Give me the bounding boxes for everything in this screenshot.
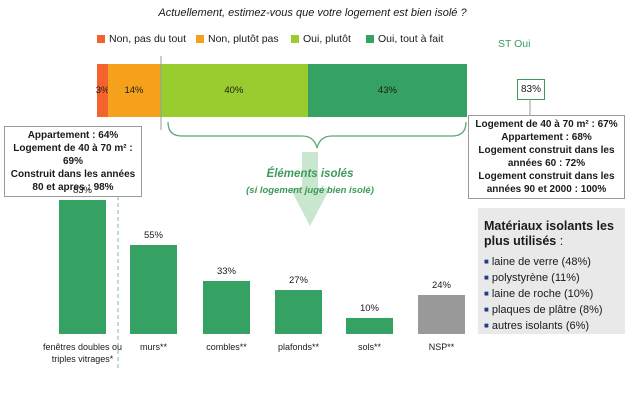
bar — [59, 200, 106, 334]
legend-swatch — [196, 35, 204, 43]
bar — [203, 280, 250, 334]
info-label: Logement de 40 à 70 m² : — [13, 143, 133, 154]
bullet-icon: ■ — [484, 321, 489, 330]
elements-subtitle: (si logement jugé bien isolé) — [246, 185, 374, 196]
materials-item-label: plaques de plâtre (8%) — [491, 304, 603, 316]
info-label: Logement construit dans les années 60 : — [478, 145, 615, 169]
st-oui-value: 83% — [517, 79, 545, 100]
category-label: sols** — [357, 342, 381, 352]
question-title: Actuellement, estimez-vous que votre log… — [158, 7, 467, 19]
bar-value-label: 83% — [72, 185, 92, 196]
bar — [130, 245, 177, 334]
legend-label: Oui, plutôt — [303, 33, 351, 45]
materials-item-label: polystyrène (11%) — [491, 272, 580, 284]
materials-item-label: autres isolants (6%) — [491, 320, 590, 332]
segment-label: 3% — [95, 85, 110, 96]
category-label: murs** — [139, 342, 167, 352]
materials-list-item: ■ polystyrène (11%) — [484, 270, 603, 286]
bullet-icon: ■ — [484, 289, 489, 298]
stacked-segment: 14% — [108, 64, 160, 117]
category-label: NSP** — [428, 342, 455, 352]
materials-title-suffix: : — [556, 234, 564, 248]
info-label: Appartement : — [27, 130, 99, 141]
stacked-segment: 40% — [159, 64, 308, 117]
materials-item-label: laine de roche (10%) — [491, 288, 594, 300]
materials-list-item: ■ autres isolants (6%) — [484, 318, 603, 334]
bar-value-label: 24% — [431, 280, 451, 292]
bracket-line — [167, 121, 467, 149]
info-value: 98% — [93, 182, 114, 193]
st-oui-title: ST Oui — [498, 38, 531, 50]
legend-label: Oui, tout à fait — [378, 33, 444, 45]
materials-item-label: laine de verre (48%) — [491, 256, 591, 268]
info-value: 67% — [597, 119, 618, 130]
bullet-icon: ■ — [484, 257, 489, 266]
info-value: 72% — [565, 158, 586, 169]
legend-swatch — [366, 35, 374, 43]
category-label: plafonds** — [277, 342, 320, 352]
elements-title: Éléments isolés — [266, 168, 354, 180]
legend-swatch — [97, 35, 105, 43]
segment-label: 43% — [377, 85, 397, 96]
left-info-box: Appartement : 64% Logement de 40 à 70 m²… — [4, 126, 142, 197]
info-label: Construit dans les années 80 et apres : — [10, 169, 136, 193]
materials-title-text: Matériaux isolants les plus utilisés — [484, 219, 614, 248]
segment-label: 14% — [124, 85, 144, 96]
stacked-segment: 43% — [307, 64, 467, 117]
info-label: Appartement : — [501, 132, 572, 143]
legend-item-non-plutot-pas: Non, plutôt pas — [196, 33, 279, 45]
info-label: Logement construit dans les années 90 et… — [478, 171, 615, 195]
materials-list-item: ■ laine de verre (48%) — [484, 254, 603, 270]
info-value: 69% — [62, 156, 83, 167]
legend-label: Non, pas du tout — [109, 33, 187, 45]
info-value: 68% — [571, 132, 592, 143]
bullet-icon: ■ — [484, 305, 489, 314]
right-info-box: Logement de 40 à 70 m² : 67% Appartement… — [468, 115, 625, 199]
materials-panel — [478, 208, 625, 334]
bullet-icon: ■ — [484, 273, 489, 282]
segment-label: 40% — [224, 85, 244, 96]
bar-value-label: 33% — [216, 265, 236, 277]
stacked-bar: 3% 14% 40% 43% — [95, 64, 467, 117]
info-label: Logement de 40 à 70 m² : — [475, 119, 598, 130]
legend-item-oui-plutot: Oui, plutôt — [291, 33, 351, 45]
legend-item-non-pas-du-tout: Non, pas du tout — [97, 33, 186, 45]
info-value: 64% — [98, 130, 119, 141]
bar — [418, 295, 465, 334]
info-value: 100% — [580, 184, 607, 195]
bar-value-label: 55% — [143, 230, 163, 242]
materials-list: ■ laine de verre (48%) ■ polystyrène (11%) ■… — [484, 254, 603, 334]
bar-value-label: 27% — [288, 275, 308, 287]
down-arrow-icon — [290, 152, 330, 226]
bar-value-label: 10% — [359, 302, 379, 314]
legend-item-oui-tout-a-fait: Oui, tout à fait — [366, 33, 443, 45]
category-label: fenêtres doubles ou triples vitrages* — [42, 342, 123, 364]
materials-title: Matériaux isolants les plus utilisés : — [484, 219, 624, 249]
category-label: combles** — [206, 342, 247, 352]
legend-label: Non, plutôt pas — [208, 33, 279, 45]
legend-swatch — [291, 35, 299, 43]
materials-list-item: ■ laine de roche (10%) — [484, 286, 603, 302]
bar — [275, 290, 322, 334]
materials-list-item: ■ plaques de plâtre (8%) — [484, 302, 603, 318]
stacked-segment: 3% — [95, 64, 110, 117]
bar — [346, 317, 393, 334]
